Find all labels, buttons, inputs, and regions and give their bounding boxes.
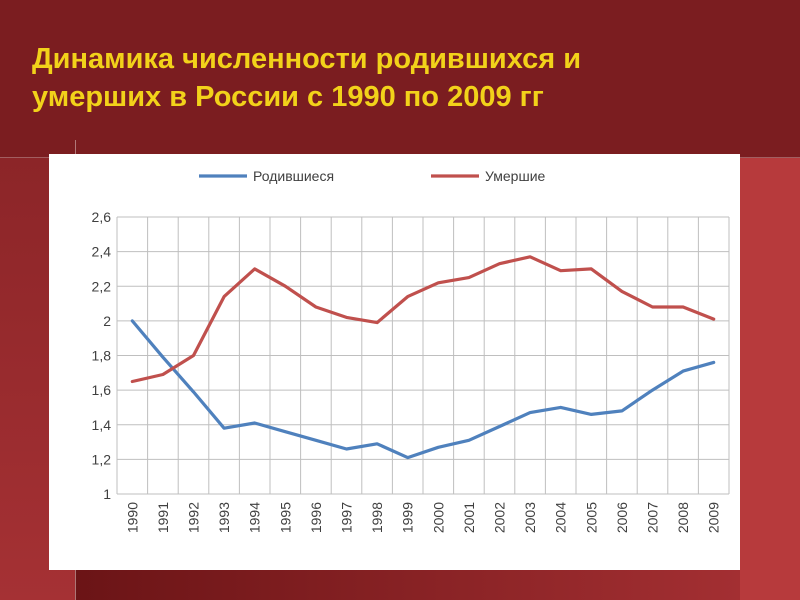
x-tick-label: 2008 [675, 502, 691, 533]
x-tick-label: 2001 [461, 502, 477, 533]
x-tick-label: 1994 [247, 502, 263, 533]
x-tick-label: 1992 [186, 502, 202, 533]
x-tick-label: 1991 [155, 502, 171, 533]
x-tick-label: 1993 [216, 502, 232, 533]
series-line-1 [130, 255, 716, 384]
x-tick-label: 2009 [706, 502, 722, 533]
legend-label: Родившиеся [253, 168, 334, 184]
x-tick-label: 2004 [553, 502, 569, 533]
y-tick-label: 1,6 [92, 382, 112, 398]
y-tick-label: 1,2 [92, 451, 112, 467]
legend-label: Умершие [485, 168, 546, 184]
chart-panel: 1 1,2 1,4 1,6 1,8 2 2,2 2,4 2,6 1990 1991 1992 1993 1… [49, 154, 740, 570]
bottom-band [75, 570, 740, 600]
title-line-2: умерших в России с 1990 по 2009 гг [32, 81, 544, 113]
x-tick-label: 1990 [124, 502, 140, 533]
y-tick-label: 1,8 [92, 348, 112, 364]
line-chart: 1 1,2 1,4 1,6 1,8 2 2,2 2,4 2,6 1990 1991 1992 1993 1… [92, 168, 730, 533]
y-tick-label: 2,2 [92, 278, 112, 294]
x-tick-label: 2007 [645, 502, 661, 533]
x-tick-label: 2000 [430, 502, 446, 533]
y-tick-label: 1 [103, 486, 111, 502]
x-tick-label: 1997 [339, 502, 355, 533]
x-tick-label: 2006 [614, 502, 630, 533]
right-band [740, 158, 800, 600]
title-line-1: Динамика численности родившихся и [32, 43, 582, 75]
y-tick-label: 2,4 [92, 244, 112, 260]
x-tick-label: 1995 [277, 502, 293, 533]
y-tick-label: 2 [103, 313, 111, 329]
x-tick-label: 2002 [492, 502, 508, 533]
y-tick-label: 2,6 [92, 209, 112, 225]
y-tick-label: 1,4 [92, 417, 112, 433]
x-tick-label: 1996 [308, 502, 324, 533]
x-tick-label: 2003 [522, 502, 538, 533]
x-tick-label: 1999 [400, 502, 416, 533]
series-line-0 [130, 319, 716, 460]
x-tick-label: 1998 [369, 502, 385, 533]
x-tick-label: 2005 [583, 502, 599, 533]
slide-title: Динамика численности родившихся и умерши… [32, 40, 772, 116]
top-band [0, 0, 800, 158]
